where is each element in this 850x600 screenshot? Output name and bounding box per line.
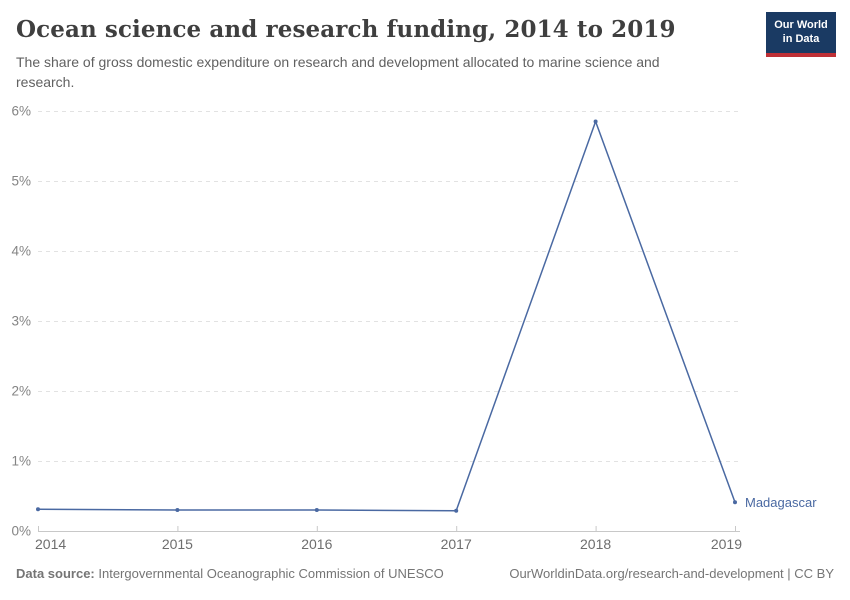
y-axis-label: 5%	[11, 174, 31, 189]
x-axis-label: 2014	[35, 536, 66, 552]
data-point-2019[interactable]	[733, 500, 737, 505]
x-axis-label: 2017	[441, 536, 472, 552]
chart-header: Ocean science and research funding, 2014…	[16, 12, 836, 93]
data-point-2014[interactable]	[36, 507, 40, 512]
data-point-2017[interactable]	[454, 508, 459, 513]
y-axis-label: 6%	[11, 104, 31, 119]
x-axis-label: 2015	[162, 536, 193, 552]
y-axis-label: 0%	[11, 524, 31, 539]
data-source: Data source: Intergovernmental Oceanogra…	[16, 566, 444, 581]
series-label-madagascar[interactable]: Madagascar	[745, 495, 817, 510]
series-line-madagascar[interactable]	[37, 120, 736, 512]
data-point-2016[interactable]	[314, 508, 319, 512]
data-source-label: Data source:	[16, 566, 95, 581]
x-axis-label: 2016	[301, 536, 332, 552]
chart-subtitle: The share of gross domestic expenditure …	[16, 54, 660, 91]
x-axis-label: 2019	[711, 536, 742, 552]
y-axis-label: 2%	[11, 384, 31, 399]
owid-logo: Our World in Data	[766, 12, 836, 57]
data-source-text: Intergovernmental Oceanographic Commissi…	[98, 566, 444, 581]
y-axis-label: 3%	[11, 314, 31, 329]
logo-line-2: in Data	[782, 32, 820, 45]
x-axis-label: 2018	[580, 536, 611, 552]
chart-title: Ocean science and research funding, 2014…	[16, 16, 676, 43]
logo-line-1: Our World	[774, 19, 828, 31]
data-point-2015[interactable]	[175, 508, 180, 512]
credit-line: OurWorldinData.org/research-and-developm…	[509, 566, 834, 581]
y-axis-label: 4%	[11, 244, 31, 259]
y-axis-label: 1%	[11, 454, 31, 469]
data-point-2018[interactable]	[593, 119, 598, 124]
chart-footer: Data source: Intergovernmental Oceanogra…	[16, 566, 834, 581]
